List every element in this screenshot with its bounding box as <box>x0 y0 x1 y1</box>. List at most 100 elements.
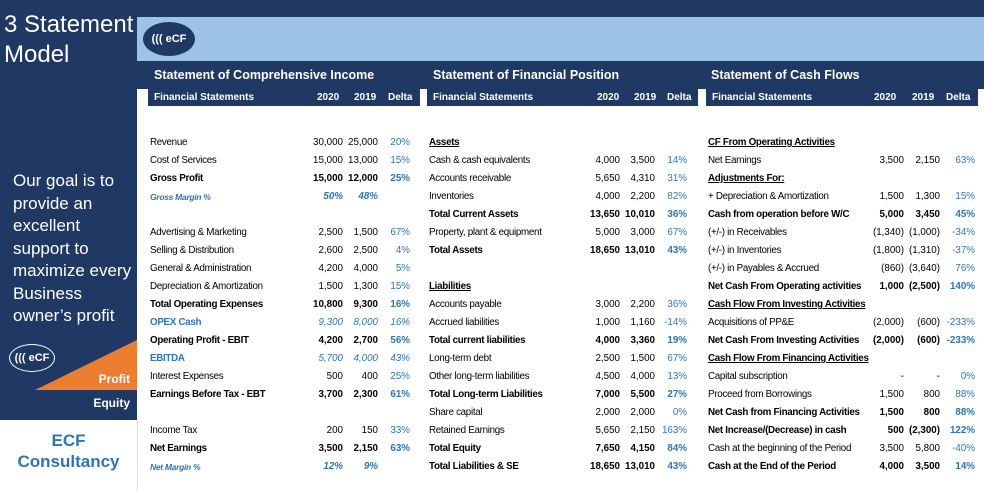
value-2020: 10,800 <box>313 299 343 310</box>
value-2020: 5,000 <box>595 227 620 238</box>
value-delta: 27% <box>667 389 687 400</box>
value-delta: 63% <box>390 443 410 454</box>
value-2019: 1,300 <box>353 281 378 292</box>
row-label: Cost of Services <box>150 155 217 166</box>
value-2020: 1,000 <box>595 317 620 328</box>
position-col-delta: Delta <box>667 92 692 103</box>
value-2019: 800 <box>923 389 940 400</box>
row-label: Acquisitions of PP&E <box>708 317 795 328</box>
value-2020: (1,340) <box>872 227 904 238</box>
row-label: Earnings Before Tax - EBT <box>150 389 266 400</box>
value-2020: 18,650 <box>590 245 620 256</box>
table-row: Operating Profit - EBIT 4,200 2,700 56% <box>137 333 420 351</box>
row-label: OPEX Cash <box>150 317 202 328</box>
row-label: Total Assets <box>429 245 483 256</box>
value-2020: 5,000 <box>879 209 904 220</box>
sidebar-title: 3 Statement Model <box>4 11 134 68</box>
table-row: Net Margin % 12% 9% <box>137 459 420 477</box>
value-2020: 4,000 <box>595 335 620 346</box>
value-delta: 25% <box>390 371 410 382</box>
value-2019: (600) <box>917 335 940 346</box>
row-label: Net Earnings <box>708 155 762 166</box>
table-row: CF From Operating Activities <box>695 135 984 153</box>
value-2020: 30,000 <box>313 137 343 148</box>
value-delta: -14% <box>664 317 687 328</box>
value-delta: 163% <box>661 425 687 436</box>
profit-label: Profit <box>98 372 130 386</box>
row-label: Capital subscription <box>708 371 788 382</box>
value-2019: 5,500 <box>630 389 655 400</box>
table-row: (+/-) in Payables & Accrued (860) (3,640) 7… <box>695 261 984 279</box>
row-label: + Depreciation & Amortization <box>708 191 829 202</box>
value-2020: (2,000) <box>872 335 904 346</box>
value-delta: 0% <box>960 371 975 382</box>
position-col-2019: 2019 <box>634 92 657 103</box>
table-row: Gross Margin % 50% 48% <box>137 189 420 207</box>
table-row: Accrued liabilities 1,000 1,160 -14% <box>416 315 698 333</box>
table-row: Net Increase/(Decrease) in cash 500 (2,300… <box>695 423 984 441</box>
value-2020: 5,700 <box>318 353 343 364</box>
value-2019: 9% <box>363 461 378 472</box>
table-row: Cash Flow From Financing Activities <box>695 351 984 369</box>
value-2019: 2,300 <box>353 389 378 400</box>
financial-position-table: Assets Cash & cash equivalents 4,000 3,500 1… <box>416 106 698 491</box>
value-2019: - <box>936 371 940 382</box>
table-row: Advertising & Marketing 2,500 1,500 67% <box>137 225 420 243</box>
row-label: Revenue <box>150 137 188 148</box>
table-row: Other long-term liabilities 4,500 4,000 13% <box>416 369 698 387</box>
value-delta: 61% <box>390 389 410 400</box>
value-2019: 3,360 <box>630 335 655 346</box>
table-row: Depreciation & Amortization 1,500 1,300 15% <box>137 279 420 297</box>
value-2019: 2,000 <box>630 407 655 418</box>
value-2020: 4,000 <box>879 461 904 472</box>
row-label: Inventories <box>429 191 474 202</box>
table-row: Cash at the End of the Period 4,000 3,500 1… <box>695 459 984 477</box>
table-row: Total Long-term Liabilities 7,000 5,500 27% <box>416 387 698 405</box>
row-label: CF From Operating Activities <box>708 137 835 148</box>
value-2019: 2,200 <box>630 299 655 310</box>
row-label: Long-term debt <box>429 353 492 364</box>
value-delta: 19% <box>667 335 687 346</box>
table-row: Revenue 30,000 25,000 20% <box>137 135 420 153</box>
value-2019: 2,700 <box>353 335 378 346</box>
row-label: Liabilities <box>429 281 471 292</box>
value-2020: 1,000 <box>879 281 904 292</box>
table-row: Total current liabilities 4,000 3,360 19% <box>416 333 698 351</box>
value-2020: 4,200 <box>318 263 343 274</box>
cash-flows-table: CF From Operating Activities Net Earnings… <box>695 106 984 491</box>
value-delta: 20% <box>390 137 410 148</box>
value-2019: 4,000 <box>630 371 655 382</box>
position-col-2020: 2020 <box>597 92 620 103</box>
value-delta: 88% <box>955 389 975 400</box>
row-label: Cash Flow From Financing Activities <box>708 353 869 364</box>
row-label: Cash at the End of the Period <box>708 461 836 472</box>
table-row: Inventories 4,000 2,200 82% <box>416 189 698 207</box>
value-2020: 2,500 <box>318 227 343 238</box>
income-column-header: Financial Statements 2020 2019 Delta <box>148 89 420 106</box>
table-row: Earnings Before Tax - EBT 3,700 2,300 61% <box>137 387 420 405</box>
value-delta: 5% <box>395 263 410 274</box>
row-label: Operating Profit - EBIT <box>150 335 249 346</box>
position-col-label: Financial Statements <box>433 92 534 103</box>
value-2019: 1,500 <box>353 227 378 238</box>
table-row <box>137 207 420 225</box>
row-label: Selling & Distribution <box>150 245 234 256</box>
row-label: Depreciation & Amortization <box>150 281 263 292</box>
value-2019: 48% <box>358 191 378 202</box>
position-column-header: Financial Statements 2020 2019 Delta <box>427 89 698 106</box>
value-delta: 0% <box>672 407 687 418</box>
cashflow-col-label: Financial Statements <box>712 92 813 103</box>
value-2019: 3,500 <box>630 155 655 166</box>
table-row: Cash & cash equivalents 4,000 3,500 14% <box>416 153 698 171</box>
table-row: Gross Profit 15,000 12,000 25% <box>137 171 420 189</box>
value-delta: 140% <box>949 281 975 292</box>
table-row: Total Assets 18,650 13,010 43% <box>416 243 698 261</box>
sidebar-goal-text: Our goal is to provide an excellent supp… <box>13 171 132 325</box>
table-row: Total Operating Expenses 10,800 9,300 16% <box>137 297 420 315</box>
row-label: Interest Expenses <box>150 371 224 382</box>
value-delta: 84% <box>667 443 687 454</box>
row-label: Total Equity <box>429 443 481 454</box>
value-delta: 63% <box>955 155 975 166</box>
value-2020: 18,650 <box>590 461 620 472</box>
row-label: General & Administration <box>150 263 252 274</box>
